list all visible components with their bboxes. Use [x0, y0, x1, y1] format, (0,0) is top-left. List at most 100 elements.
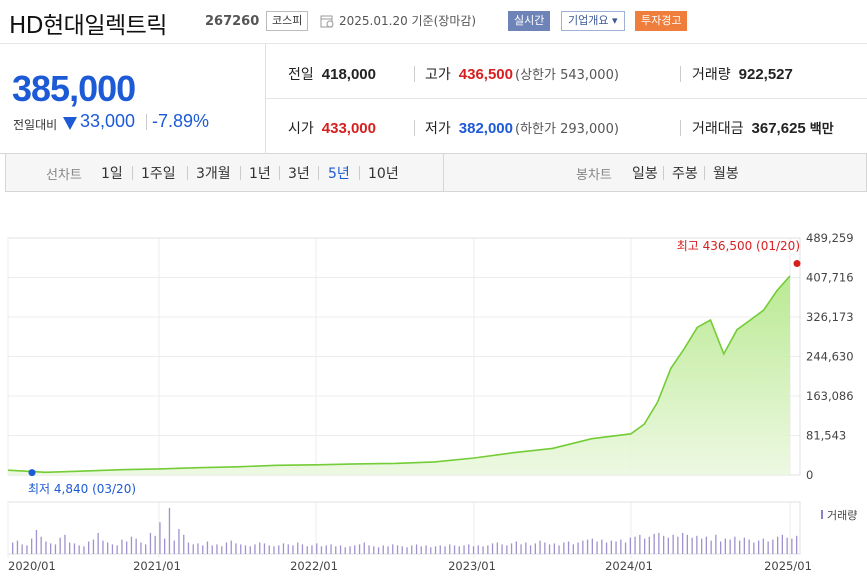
x-tick-label: 2024/01 [605, 559, 653, 573]
company-overview-dropdown[interactable]: 기업개요 ▾ [561, 11, 625, 31]
volume-bar [682, 532, 684, 554]
volume-bar [297, 542, 299, 554]
prev-close-value: 418,000 [321, 66, 376, 83]
volume-bar [472, 546, 475, 554]
tab-5year[interactable]: 5년 [328, 166, 350, 182]
volume-bar [206, 541, 209, 554]
volume-bar [339, 545, 342, 554]
volume-bar [501, 544, 503, 554]
prev-close-label: 전일 [288, 67, 314, 83]
price-chart-svg[interactable]: 489,259 407,716 326,173 244,630 163,086 81,54… [0, 192, 867, 587]
volume-bar [458, 546, 460, 554]
open-price: 시가 433,000 [288, 118, 376, 138]
investment-warning-badge[interactable]: 투자경고 [635, 11, 688, 31]
volume-bar [31, 538, 33, 554]
volume-bar [672, 534, 674, 554]
volume-bar [225, 542, 228, 554]
volume-bars [12, 507, 798, 554]
tab-weekly[interactable]: 주봉 [672, 166, 698, 182]
day-low: 저가 382,000 (하한가 293,000) [425, 118, 619, 138]
volume-bar [240, 544, 242, 554]
volume-bar [244, 545, 247, 554]
volume-bar [449, 544, 451, 554]
volume-bar [601, 539, 603, 554]
open-label: 시가 [288, 121, 314, 137]
tab-separator [132, 166, 133, 180]
day-high: 고가 436,500 (상한가 543,000) [425, 64, 619, 84]
tab-daily[interactable]: 일봉 [632, 166, 658, 182]
open-value: 433,000 [321, 120, 376, 137]
volume-bar [539, 540, 541, 554]
realtime-button[interactable]: 실시간 [508, 11, 551, 31]
volume-bar [164, 538, 166, 554]
tab-1day[interactable]: 1일 [101, 166, 123, 182]
volume-bar [677, 536, 679, 554]
volume-bar [777, 536, 779, 554]
volume-bar [605, 542, 608, 554]
volume-bar [582, 540, 584, 554]
stock-header: HD현대일렉트릭 267260 코스피 2025.01.20 기준(장마감) 실… [0, 0, 867, 44]
volume-bar [45, 541, 47, 554]
volume-bar [173, 540, 175, 554]
volume-legend-swatch [821, 510, 823, 519]
high-annotation: 최고 436,500 (01/20) [677, 239, 800, 253]
volume-bar [249, 546, 251, 554]
volume-bar [686, 534, 688, 554]
volume-bar [102, 540, 104, 554]
volume-bar [529, 545, 532, 554]
price-area [8, 275, 790, 475]
tab-monthly[interactable]: 월봉 [713, 166, 739, 182]
tab-3year[interactable]: 3년 [288, 166, 310, 182]
volume-bar [202, 545, 204, 554]
volume-bar [159, 522, 161, 554]
volume-bar [282, 543, 285, 554]
volume-bar [415, 544, 418, 554]
tab-3month[interactable]: 3개월 [196, 166, 231, 182]
volume-bar [748, 539, 750, 554]
prev-close: 전일 418,000 [288, 64, 376, 84]
tab-1week[interactable]: 1주일 [141, 166, 176, 182]
x-tick-label: 2020/01 [8, 559, 56, 573]
current-price-box: 385,000 전일대비 33,000 -7.89% [0, 44, 266, 154]
volume-bar [563, 542, 565, 554]
volume-bar [444, 546, 446, 554]
separator [680, 120, 681, 136]
tab-separator [279, 166, 280, 180]
price-line [7, 275, 791, 474]
volume-bar [639, 534, 641, 554]
volume-bar [710, 540, 712, 554]
volume-bar [235, 543, 237, 554]
volume-bar [691, 537, 693, 554]
volume-bar [701, 538, 703, 554]
volume-bar [387, 546, 389, 554]
volume-bar [69, 542, 71, 554]
volume-bar [629, 537, 631, 554]
tab-1year[interactable]: 1년 [249, 166, 271, 182]
y-tick-label: 326,173 [806, 310, 854, 324]
volume-bar [145, 544, 147, 554]
volume-bar [548, 544, 551, 554]
volume-bar [254, 544, 256, 554]
volume-bar [26, 545, 28, 554]
volume-bar [762, 538, 764, 554]
volume-bar [791, 538, 793, 554]
tab-separator [704, 166, 705, 180]
y-tick-label: 244,630 [806, 350, 854, 364]
volume-bar [121, 539, 123, 554]
volume-bar [553, 543, 555, 554]
low-value: 382,000 [458, 120, 513, 137]
volume-bar [786, 537, 788, 554]
volume-bar [411, 545, 413, 554]
volume-bar [50, 543, 52, 554]
volume-bar [491, 543, 494, 554]
tab-separator [359, 166, 360, 180]
tab-10year[interactable]: 10년 [368, 166, 399, 182]
volume-bar [363, 542, 365, 554]
volume-bar [739, 540, 741, 554]
volume-bar [544, 542, 546, 554]
volume-bar [183, 534, 185, 554]
volume-bar [54, 544, 57, 554]
volume-bar [567, 541, 570, 554]
volume-bar [743, 537, 745, 554]
volume-bar [92, 539, 95, 554]
